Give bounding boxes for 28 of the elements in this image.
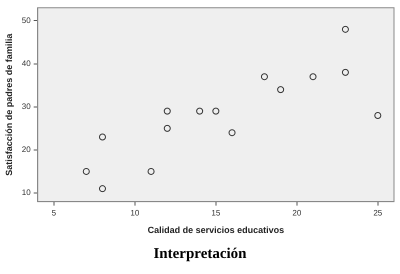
point: [98, 134, 106, 140]
point: [277, 86, 284, 94]
x-axis-title: Calidad de servicios educativos: [148, 225, 284, 236]
point: [260, 73, 268, 80]
text: Interpretación: [152, 246, 248, 263]
y-axis-title: Satisfacción de padres de familia: [4, 32, 14, 176]
point: [228, 129, 236, 136]
y-tick-label: 20: [22, 145, 32, 154]
x-tick-label: 10: [130, 208, 140, 218]
y-tick-label: 30: [22, 102, 32, 112]
point: [82, 168, 90, 175]
x-tick-label: 25: [373, 208, 383, 218]
point: [98, 185, 106, 192]
point: [212, 108, 220, 115]
point: [342, 68, 349, 76]
x-tick-label: 5: [52, 208, 57, 218]
x-tick-label: 15: [211, 208, 221, 218]
point: [196, 108, 204, 115]
point: [164, 124, 171, 132]
x-tick-label: 20: [292, 208, 302, 218]
y-tick-label: 10: [22, 188, 32, 198]
point: [164, 108, 171, 115]
y-tick-label: 40: [22, 58, 32, 68]
y-tick-label: 50: [22, 16, 32, 25]
point: [374, 112, 382, 119]
point: [342, 26, 349, 33]
point: [148, 168, 155, 175]
point: [310, 73, 317, 80]
